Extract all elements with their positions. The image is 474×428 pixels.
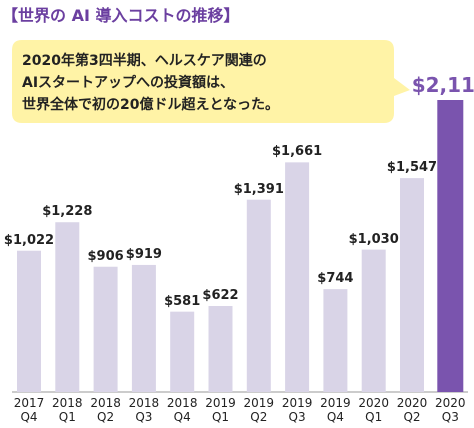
x-tick-label: 2018 Q1	[52, 396, 83, 424]
bar	[131, 264, 156, 392]
value-label: $1,030	[348, 231, 399, 247]
value-label: $581	[164, 293, 201, 309]
value-label: $1,661	[272, 144, 323, 160]
value-label: $919	[125, 246, 162, 262]
annotation: AIスタートアップへの投資額は、	[22, 75, 235, 91]
x-tick-label: 2018 Q4	[166, 396, 198, 424]
value-label: $1,547	[386, 160, 438, 176]
bar	[55, 222, 80, 392]
bar	[170, 311, 195, 392]
bar	[246, 199, 271, 392]
x-tick-label: 2018 Q3	[128, 396, 160, 424]
x-tick-label: 2017 Q4	[13, 396, 45, 424]
value-label: $1,228	[42, 204, 93, 220]
annotation: 2020年第3四半期、ヘルスケア関連の	[22, 53, 267, 69]
x-tick-label: 2019 Q3	[281, 396, 313, 424]
x-tick-label: 2020 Q2	[396, 396, 428, 424]
value-label: $906	[87, 248, 124, 264]
bar	[323, 289, 348, 392]
value-label: $1,391	[233, 181, 284, 197]
x-tick-label: 2020 Q3	[435, 396, 466, 424]
value-label: $2,112	[411, 73, 474, 97]
x-tick-label: 2020 Q1	[358, 396, 389, 424]
chart-title: 【世界の AI 導入コストの推移】	[2, 6, 240, 25]
bar	[361, 249, 386, 392]
annotation: 世界全体で初の20億ドル超えとなった。	[22, 97, 280, 113]
bar	[17, 250, 41, 392]
bar	[208, 306, 233, 392]
value-label: $1,022	[3, 232, 55, 248]
bar	[93, 266, 118, 392]
x-tick-label: 2019 Q2	[243, 396, 275, 424]
x-tick-label: 2019 Q1	[205, 396, 236, 424]
callout	[12, 40, 410, 123]
x-tick-label: 2019 Q4	[320, 396, 351, 424]
value-label: $622	[202, 288, 239, 303]
x-tick-label: 2018 Q2	[90, 396, 121, 424]
bar	[437, 100, 464, 392]
value-label: $744	[317, 271, 354, 287]
bar	[400, 178, 424, 392]
bar	[285, 162, 310, 392]
